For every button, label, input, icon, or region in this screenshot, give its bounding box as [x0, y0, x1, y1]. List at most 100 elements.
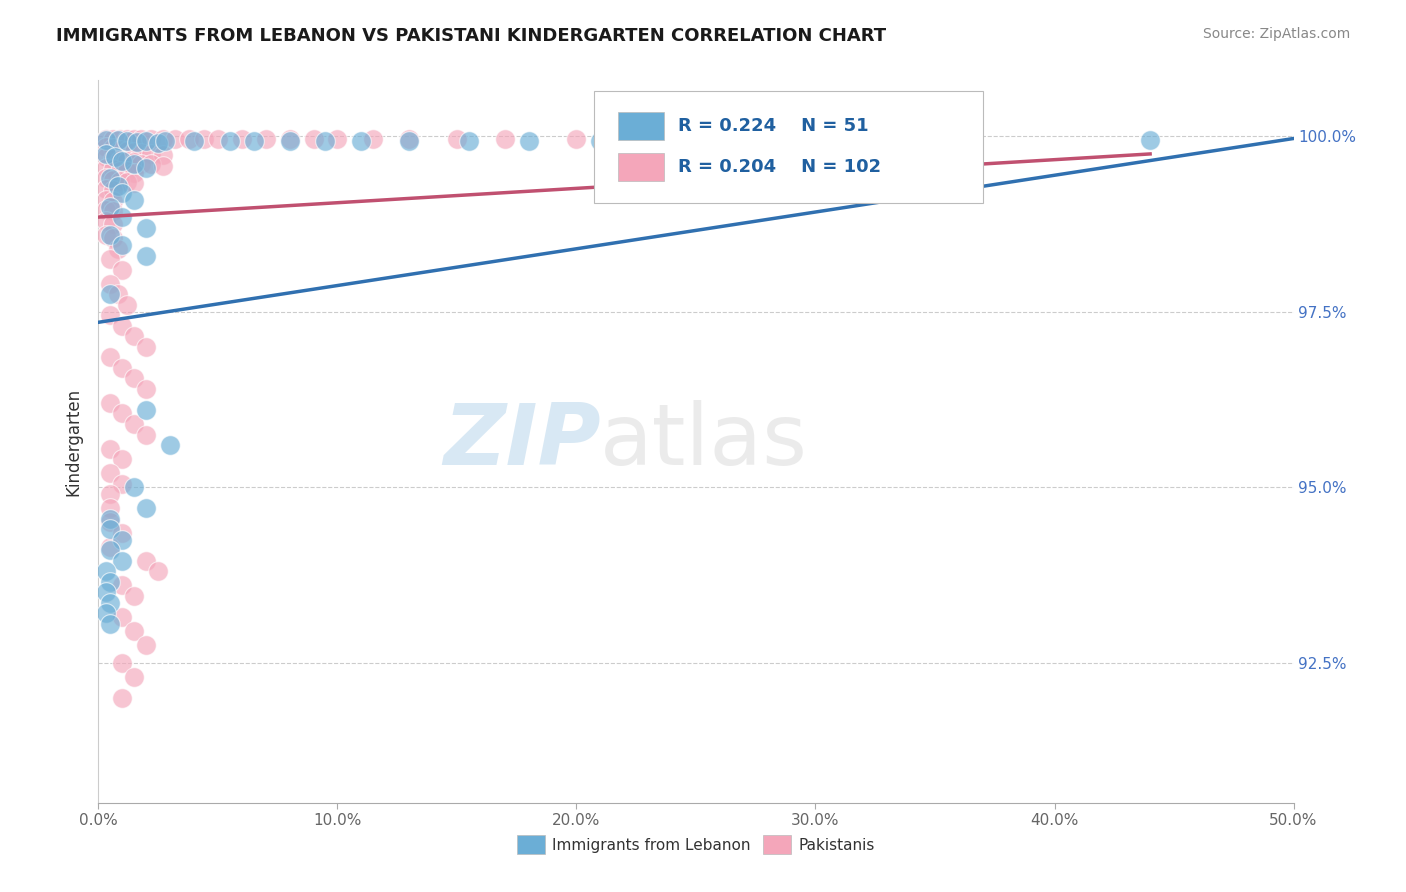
Point: [98, 574, 122, 589]
FancyBboxPatch shape: [595, 91, 983, 203]
Point: [98, 442, 122, 456]
Point: [135, 134, 157, 148]
Point: [124, 145, 146, 159]
Point: [124, 669, 146, 683]
Point: [124, 177, 146, 191]
Point: [101, 141, 124, 155]
Point: [94, 131, 117, 145]
Point: [135, 249, 157, 263]
Point: [494, 131, 516, 145]
Point: [111, 210, 134, 224]
Point: [254, 131, 277, 145]
Point: [108, 153, 131, 168]
Bar: [619, 112, 664, 139]
Point: [101, 173, 124, 187]
Point: [98, 501, 122, 516]
Point: [446, 131, 468, 145]
Text: IMMIGRANTS FROM LEBANON VS PAKISTANI KINDERGARTEN CORRELATION CHART: IMMIGRANTS FROM LEBANON VS PAKISTANI KIN…: [56, 27, 886, 45]
Point: [98, 396, 122, 410]
Point: [148, 136, 170, 150]
Point: [152, 131, 174, 145]
Point: [124, 155, 146, 169]
Point: [124, 157, 146, 171]
Point: [207, 131, 229, 145]
Point: [135, 501, 157, 516]
Point: [101, 194, 124, 208]
Point: [350, 134, 373, 148]
Point: [231, 131, 253, 145]
Point: [111, 690, 134, 705]
Point: [183, 134, 205, 148]
Point: [94, 182, 117, 196]
Point: [94, 564, 117, 578]
Point: [101, 183, 124, 197]
Point: [111, 360, 134, 375]
Point: [685, 134, 707, 148]
Point: [115, 131, 138, 145]
Point: [363, 131, 385, 145]
Point: [115, 134, 138, 148]
Point: [398, 134, 420, 148]
Point: [139, 157, 162, 171]
Point: [111, 554, 134, 568]
Point: [108, 174, 131, 188]
Point: [135, 638, 157, 652]
Y-axis label: Kindergarten: Kindergarten: [65, 387, 83, 496]
Point: [111, 452, 134, 467]
Point: [101, 204, 124, 219]
Point: [108, 131, 131, 145]
Point: [315, 134, 337, 148]
Point: [135, 382, 157, 396]
Point: [101, 131, 124, 145]
Point: [98, 543, 122, 558]
Point: [94, 227, 117, 242]
Point: [98, 522, 122, 536]
Point: [589, 134, 612, 148]
Point: [111, 476, 134, 491]
Point: [94, 133, 117, 147]
Point: [94, 607, 117, 621]
Point: [458, 134, 481, 148]
Point: [111, 238, 134, 252]
Point: [565, 131, 588, 145]
Point: [111, 186, 134, 200]
Point: [135, 161, 157, 175]
Point: [804, 134, 827, 148]
Point: [139, 131, 162, 145]
Point: [101, 162, 124, 177]
Point: [104, 151, 127, 165]
Point: [98, 540, 122, 554]
Point: [115, 298, 138, 312]
Point: [124, 193, 146, 207]
Point: [94, 147, 117, 161]
Point: [98, 171, 122, 186]
Point: [98, 487, 122, 501]
Point: [94, 151, 117, 165]
Point: [94, 585, 117, 599]
Point: [124, 624, 146, 638]
Point: [115, 164, 138, 178]
Point: [111, 525, 134, 540]
Point: [107, 178, 129, 193]
Point: [98, 308, 122, 322]
Point: [278, 134, 301, 148]
Point: [98, 466, 122, 480]
Point: [148, 564, 170, 578]
Point: [111, 656, 134, 670]
Point: [94, 140, 117, 154]
Text: R = 0.224    N = 51: R = 0.224 N = 51: [678, 117, 869, 135]
Point: [131, 146, 153, 161]
Point: [1139, 133, 1161, 147]
Point: [107, 133, 129, 147]
Point: [152, 147, 174, 161]
Point: [98, 351, 122, 365]
Point: [135, 340, 157, 354]
Point: [398, 131, 420, 145]
Point: [302, 131, 325, 145]
Point: [98, 287, 122, 301]
Text: atlas: atlas: [600, 400, 808, 483]
Point: [101, 217, 124, 231]
Point: [135, 403, 157, 417]
Point: [101, 231, 124, 245]
Point: [179, 131, 201, 145]
